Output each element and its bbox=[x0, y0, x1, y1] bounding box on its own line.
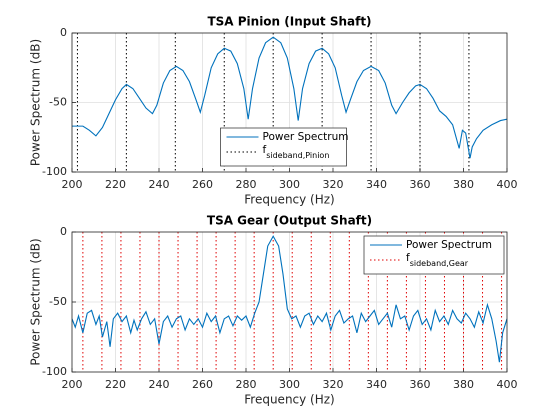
x-axis-label: Frequency (Hz) bbox=[244, 393, 335, 407]
x-tick-label: 220 bbox=[105, 378, 126, 391]
x-tick-label: 240 bbox=[149, 178, 170, 191]
x-tick-label: 320 bbox=[323, 178, 344, 191]
x-tick-label: 360 bbox=[410, 378, 431, 391]
axes-box bbox=[71, 231, 508, 373]
x-tick-label: 360 bbox=[410, 178, 431, 191]
x-tick-label: 220 bbox=[105, 178, 126, 191]
legend-label-subscript: sideband,Pinion bbox=[266, 151, 329, 160]
x-tick-label: 300 bbox=[279, 378, 300, 391]
x-tick-label: 380 bbox=[453, 378, 474, 391]
legend-label: Power Spectrum bbox=[263, 131, 349, 143]
y-tick-label: -50 bbox=[49, 96, 67, 109]
x-tick-label: 380 bbox=[453, 178, 474, 191]
x-tick-label: 400 bbox=[497, 178, 518, 191]
y-axis-label: Power Spectrum (dB) bbox=[29, 39, 43, 166]
x-tick-label: 320 bbox=[323, 378, 344, 391]
legend-label: fsideband,Gear bbox=[406, 252, 469, 268]
y-tick-label: -100 bbox=[42, 165, 67, 178]
y-tick-label: -50 bbox=[49, 295, 67, 308]
x-tick-label: 240 bbox=[149, 378, 170, 391]
axes-box bbox=[71, 32, 508, 173]
y-tick-label: 0 bbox=[60, 225, 67, 238]
chart-title: TSA Gear (Output Shaft) bbox=[207, 214, 372, 228]
x-tick-label: 340 bbox=[366, 378, 387, 391]
legend-box bbox=[363, 235, 505, 275]
y-tick-label: 0 bbox=[60, 26, 67, 39]
legend-label-main: f bbox=[406, 252, 410, 264]
x-tick-label: 200 bbox=[62, 178, 83, 191]
x-tick-label: 200 bbox=[62, 378, 83, 391]
x-tick-label: 260 bbox=[192, 178, 213, 191]
x-tick-label: 300 bbox=[279, 178, 300, 191]
legend-label-main: f bbox=[263, 144, 267, 156]
y-axis-label: Power Spectrum (dB) bbox=[29, 238, 43, 365]
spectrum-line bbox=[72, 235, 507, 363]
legend-box bbox=[220, 127, 347, 167]
x-axis-label: Frequency (Hz) bbox=[244, 193, 335, 207]
chart-title: TSA Pinion (Input Shaft) bbox=[207, 15, 371, 29]
x-tick-label: 280 bbox=[236, 378, 257, 391]
x-tick-label: 400 bbox=[497, 378, 518, 391]
x-tick-label: 280 bbox=[236, 178, 257, 191]
legend-label-subscript: sideband,Gear bbox=[410, 259, 469, 268]
legend-label: fsideband,Pinion bbox=[263, 144, 330, 160]
x-tick-label: 260 bbox=[192, 378, 213, 391]
spectrum-line bbox=[72, 36, 507, 159]
x-tick-label: 340 bbox=[366, 178, 387, 191]
legend-label: Power Spectrum bbox=[406, 239, 492, 251]
y-tick-label: -100 bbox=[42, 365, 67, 378]
